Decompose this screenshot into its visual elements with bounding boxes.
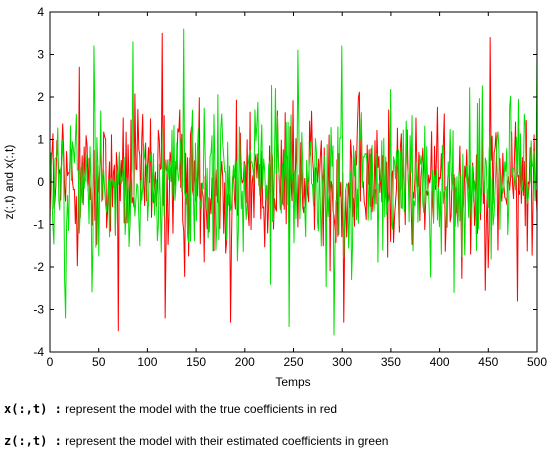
series-layer — [49, 28, 538, 336]
x-tick-label: 100 — [137, 355, 157, 369]
x-tick-label: 0 — [47, 355, 54, 369]
x-tick-label: 200 — [235, 355, 255, 369]
caption-z: z(:,t) : represent the model with their … — [4, 434, 388, 448]
y-tick-label: 3 — [37, 48, 44, 62]
y-tick-label: 2 — [37, 90, 44, 104]
line-chart: 0 50 100 150 200 250 300 350 400 450 500 -4 -3 -2 -1 0 1… — [2, 5, 547, 389]
y-axis-title: z(:,t) and x(:,t) — [2, 145, 16, 220]
y-tick-label: 1 — [37, 133, 44, 147]
x-axis-title: Temps — [275, 375, 310, 389]
x-tick-label: 400 — [430, 355, 450, 369]
x-tick-label: 500 — [527, 355, 547, 369]
ticks-layer: 0 50 100 150 200 250 300 350 400 450 500 -4 -3 -2 -1 0 1… — [33, 5, 547, 369]
y-tick-label: -2 — [33, 260, 44, 274]
x-tick-label: 300 — [332, 355, 352, 369]
x-tick-label: 250 — [283, 355, 303, 369]
y-tick-label: 0 — [37, 175, 44, 189]
series-line-z-estimated — [49, 28, 538, 336]
x-tick-label: 350 — [381, 355, 401, 369]
x-tick-label: 50 — [92, 355, 106, 369]
x-tick-label: 150 — [186, 355, 206, 369]
y-tick-label: -4 — [33, 345, 44, 359]
caption-z-symbol: z(:,t) : — [4, 434, 62, 448]
caption-z-text: represent the model with their estimated… — [61, 434, 389, 448]
y-tick-label: -1 — [33, 218, 44, 232]
caption-x-text: represent the model with the true coeffi… — [61, 402, 338, 416]
caption-x-symbol: x(:,t) : — [4, 402, 62, 416]
caption-x: x(:,t) : represent the model with the tr… — [4, 402, 337, 416]
y-tick-label: 4 — [37, 5, 44, 19]
y-tick-label: -3 — [33, 303, 44, 317]
x-tick-label: 450 — [478, 355, 498, 369]
